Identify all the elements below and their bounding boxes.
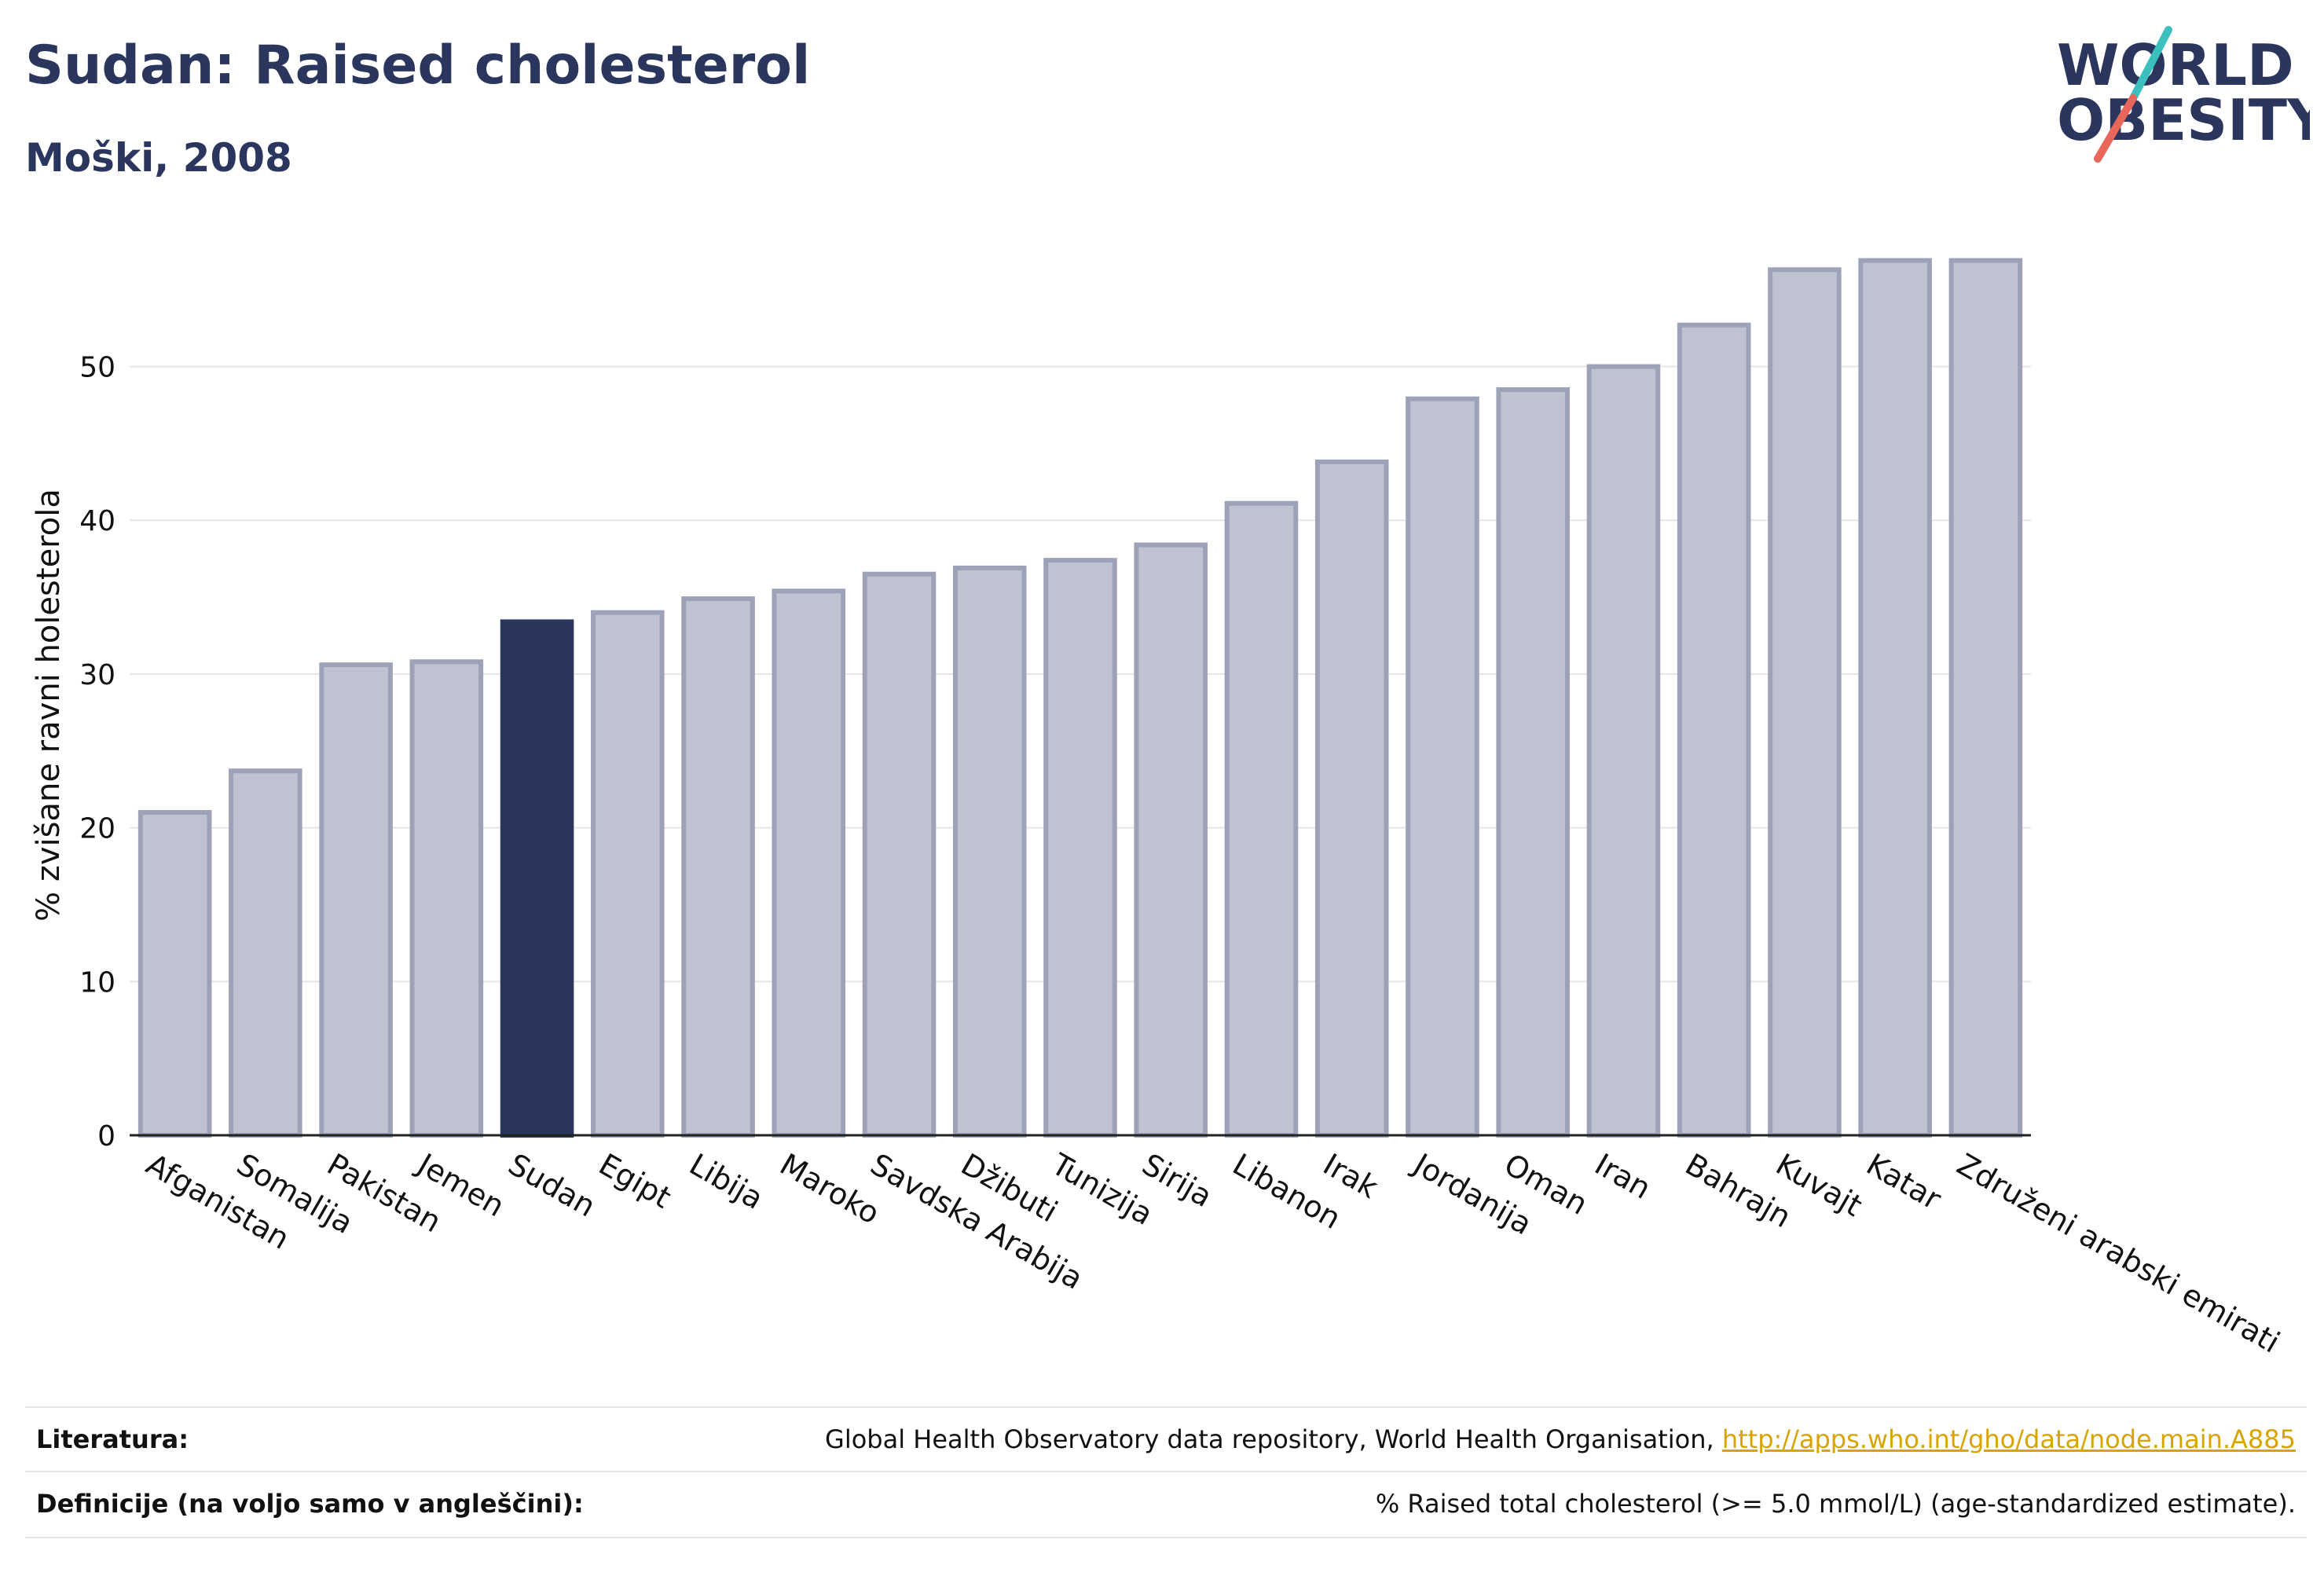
bar-savdska-arabija[interactable] [862, 571, 937, 1138]
bar-sirija[interactable] [1134, 542, 1208, 1138]
bar-oman[interactable] [1496, 387, 1570, 1138]
page-subtitle: Moški, 2008 [25, 135, 292, 181]
y-axis-label: % zvišane ravni holesterola [31, 489, 67, 922]
literature-text: Global Health Observatory data repositor… [825, 1424, 1722, 1454]
definitions-value: % Raised total cholesterol (>= 5.0 mmol/… [1375, 1489, 2296, 1519]
x-tick-label: Sudan [503, 1147, 602, 1224]
literature-value: Global Health Observatory data repositor… [825, 1424, 2307, 1454]
bar-jordanija[interactable] [1406, 396, 1479, 1138]
logo-line1: WORLD [2057, 32, 2294, 98]
literature-link[interactable]: http://apps.who.int/gho/data/node.main.A… [1721, 1424, 2296, 1454]
y-tick-label: 20 [79, 813, 115, 845]
bar-jemen[interactable] [409, 659, 484, 1138]
bars-layer [137, 258, 2023, 1138]
bar-afganistan[interactable] [137, 810, 212, 1138]
bar-libanon[interactable] [1224, 500, 1299, 1138]
x-tick-label: Egipt [593, 1147, 677, 1215]
definitions-label: Definicije (na voljo samo v angleščini): [36, 1489, 584, 1519]
y-tick-labels: 0 10 20 30 40 50 [79, 352, 115, 1153]
y-tick-label: 30 [79, 659, 115, 691]
bar-pakistan[interactable] [319, 662, 393, 1138]
logo-line2: OBESITY [2057, 87, 2310, 153]
x-tick-label: Maroko [774, 1147, 885, 1231]
x-tick-label: Iran [1589, 1147, 1657, 1206]
bar-katar[interactable] [1858, 258, 1932, 1138]
x-tick-label: Libija [684, 1147, 769, 1216]
bar-irak[interactable] [1314, 459, 1389, 1138]
y-tick-label: 10 [79, 966, 115, 999]
bar-d-ibuti[interactable] [952, 565, 1027, 1138]
bar-egipt[interactable] [591, 610, 665, 1138]
logo-slash-top [2129, 26, 2172, 102]
bar-kuvajt[interactable] [1768, 267, 1842, 1138]
bar-bahrajn[interactable] [1677, 322, 1751, 1138]
page-title: Sudan: Raised cholesterol [25, 35, 811, 97]
x-tick-label: Združeni arabski emirati [1951, 1147, 2286, 1360]
footer-divider-bottom [25, 1537, 2307, 1538]
logo-slash-bottom [2094, 94, 2137, 163]
bar-maroko[interactable] [772, 588, 846, 1138]
x-tick-label: Katar [1860, 1147, 1947, 1217]
bar-chart: 0 10 20 30 40 50 AfganistanSomalijaPakistanJe… [31, 258, 2286, 1360]
footer-literature-row: Literatura: Global Health Observatory da… [25, 1408, 2307, 1471]
bar-zdru-eni-arabski-emirati[interactable] [1948, 258, 2023, 1138]
footer-divider-top [25, 1406, 2307, 1408]
bar-sudan[interactable] [500, 619, 574, 1138]
y-tick-label: 50 [79, 352, 115, 384]
bar-iran[interactable] [1586, 364, 1661, 1138]
bar-libija[interactable] [681, 596, 755, 1138]
x-tick-labels: AfganistanSomalijaPakistanJemenSudanEgip… [141, 1146, 2286, 1360]
y-tick-label: 40 [79, 505, 115, 537]
footer-divider-middle [25, 1471, 2307, 1472]
world-obesity-logo: WORLD OBESITY [2057, 26, 2310, 163]
y-tick-label: 0 [97, 1120, 115, 1153]
literature-label: Literatura: [36, 1424, 189, 1454]
bar-somalija[interactable] [229, 768, 302, 1138]
footer-definitions-row: Definicije (na voljo samo v angleščini):… [25, 1472, 2307, 1535]
x-tick-label: Tunizija [1045, 1146, 1159, 1232]
bar-tunizija[interactable] [1043, 558, 1117, 1138]
